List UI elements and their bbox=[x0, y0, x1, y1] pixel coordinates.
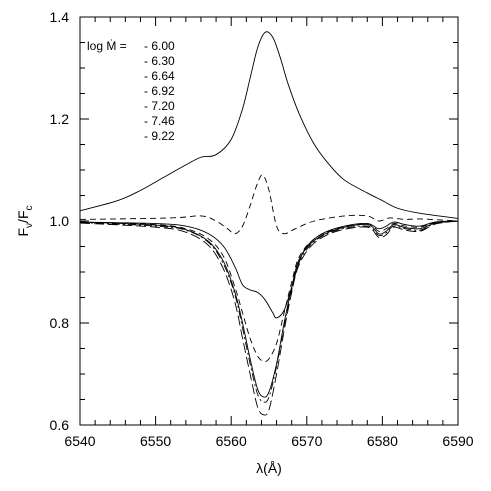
x-axis-label: λ(Å) bbox=[256, 460, 282, 476]
x-tick-label: 6570 bbox=[291, 433, 322, 449]
series-line-5 bbox=[79, 220, 459, 398]
legend-entry: - 6.00 bbox=[144, 39, 175, 53]
series-line-4 bbox=[79, 220, 459, 362]
x-tick-label: 6590 bbox=[442, 433, 473, 449]
series-line-2 bbox=[79, 174, 459, 235]
legend-entry: - 6.92 bbox=[144, 84, 175, 98]
series-line-1 bbox=[79, 31, 459, 219]
y-axis-label-sub2: c bbox=[24, 205, 35, 210]
y-axis-label-slash: /F bbox=[15, 210, 31, 222]
legend-prefix: log Ṁ = bbox=[87, 39, 127, 53]
svg-text:Fν/Fc: Fν/Fc bbox=[15, 205, 35, 236]
y-tick-label: 1.4 bbox=[50, 9, 70, 25]
y-tick-label: 0.6 bbox=[50, 417, 70, 433]
y-axis-label-main: F bbox=[15, 228, 31, 237]
x-tick-label: 6550 bbox=[140, 433, 171, 449]
x-tick-label: 6580 bbox=[367, 433, 398, 449]
legend: - 6.00- 6.30- 6.64- 6.92- 7.20- 7.46- 9.… bbox=[144, 39, 175, 143]
plot-frame bbox=[79, 16, 459, 426]
x-tick-label: 6540 bbox=[64, 433, 95, 449]
series-line-7 bbox=[79, 220, 459, 416]
y-tick-label: 1.2 bbox=[50, 111, 70, 127]
series-lines bbox=[79, 31, 459, 416]
y-axis-label: Fν/Fc bbox=[15, 205, 35, 236]
x-tick-labels: 6540 6550 6560 6570 6580 6590 bbox=[64, 433, 473, 449]
y-tick-label: 0.8 bbox=[50, 315, 70, 331]
x-tick-label: 6560 bbox=[216, 433, 247, 449]
y-axis-label-sub1: ν bbox=[24, 223, 35, 228]
legend-entry: - 7.46 bbox=[144, 114, 175, 128]
series-line-6 bbox=[79, 220, 459, 403]
legend-entry: - 9.22 bbox=[144, 129, 175, 143]
y-tick-labels: 0.6 0.8 1.0 1.2 1.4 bbox=[50, 9, 70, 433]
legend-entry: - 7.20 bbox=[144, 99, 175, 113]
legend-entry: - 6.64 bbox=[144, 69, 175, 83]
tick-marks bbox=[79, 16, 459, 426]
series-line-3 bbox=[79, 220, 459, 319]
y-tick-label: 1.0 bbox=[50, 213, 70, 229]
legend-entry: - 6.30 bbox=[144, 54, 175, 68]
